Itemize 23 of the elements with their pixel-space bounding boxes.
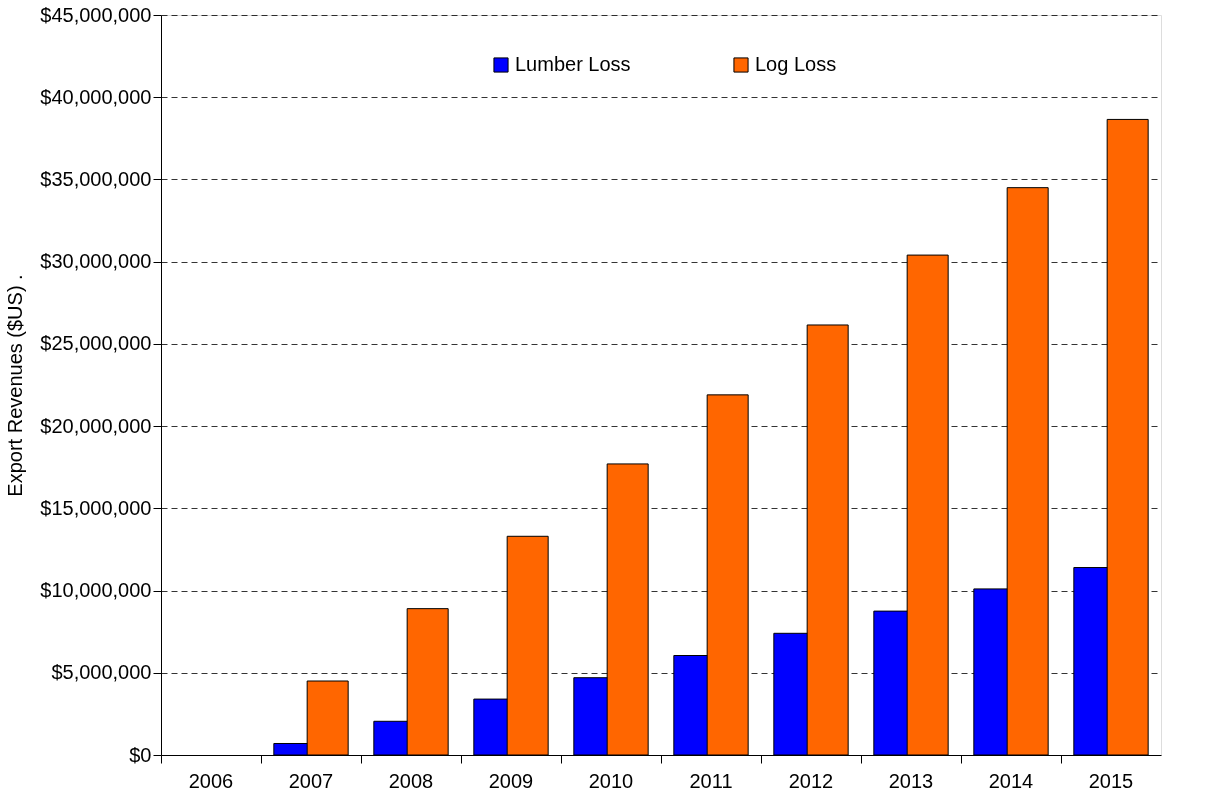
x-tick-label: 2013 [888, 769, 934, 792]
y-axis-title: Export Revenues ($US) . [4, 274, 27, 497]
x-tick-label: 2009 [488, 769, 534, 792]
y-tick-label: $0 [129, 743, 152, 766]
y-tick-label: $35,000,000 [40, 167, 152, 190]
y-tick-label: $10,000,000 [40, 579, 152, 602]
x-tick-label: 2011 [689, 769, 733, 792]
x-tick-label: 2012 [788, 769, 834, 792]
y-tick-label: $25,000,000 [40, 332, 152, 355]
x-tick-label: 2007 [288, 769, 334, 792]
y-tick-label: $5,000,000 [51, 661, 152, 684]
y-tick-label: $30,000,000 [40, 250, 152, 273]
y-tick-label: $20,000,000 [40, 414, 152, 437]
y-tick-label: $40,000,000 [40, 85, 152, 108]
x-tick-label: 2010 [588, 769, 634, 792]
y-tick-label: $15,000,000 [40, 496, 152, 519]
x-tick-label: 2008 [388, 769, 434, 792]
legend-label: Log Loss [755, 53, 837, 75]
legend-label: Lumber Loss [515, 53, 631, 75]
x-tick-label: 2015 [1088, 769, 1134, 792]
y-tick-label: $45,000,000 [40, 3, 152, 26]
x-tick-label: 2006 [188, 769, 234, 792]
x-tick-label: 2014 [988, 769, 1034, 792]
